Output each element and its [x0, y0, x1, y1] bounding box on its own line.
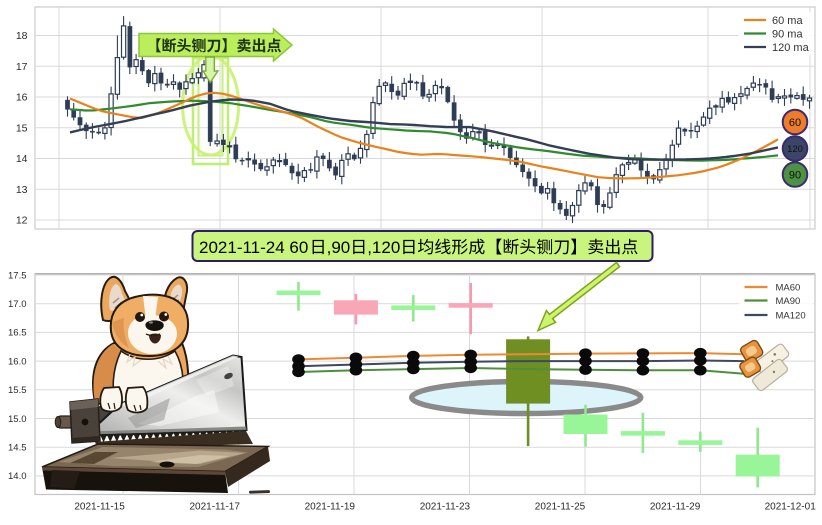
- svg-text:12: 12: [16, 215, 28, 227]
- svg-text:MA60: MA60: [776, 283, 801, 294]
- svg-text:13: 13: [16, 184, 28, 196]
- svg-text:17.0: 17.0: [8, 299, 27, 310]
- svg-text:2021-11-23: 2021-11-23: [420, 502, 471, 513]
- svg-text:16: 16: [16, 92, 28, 104]
- svg-text:16.0: 16.0: [8, 356, 27, 367]
- svg-text:17: 17: [16, 61, 28, 73]
- svg-text:15: 15: [16, 122, 28, 134]
- svg-text:2021-12-01: 2021-12-01: [765, 502, 817, 513]
- svg-text:2021-11-29: 2021-11-29: [650, 502, 701, 513]
- svg-text:18: 18: [16, 30, 28, 42]
- svg-text:120 ma: 120 ma: [772, 42, 810, 54]
- svg-text:15.0: 15.0: [8, 414, 27, 425]
- svg-text:60 ma: 60 ma: [772, 15, 803, 27]
- svg-text:90 ma: 90 ma: [772, 28, 803, 40]
- svg-text:14.0: 14.0: [8, 471, 27, 482]
- svg-text:14: 14: [16, 153, 28, 165]
- svg-text:15.5: 15.5: [8, 385, 27, 396]
- svg-text:,120: ,120: [367, 238, 400, 257]
- svg-text:2021-11-25: 2021-11-25: [535, 502, 586, 513]
- svg-text:16.5: 16.5: [8, 328, 27, 339]
- svg-text:14.5: 14.5: [8, 443, 27, 454]
- svg-text:2021-11-15: 2021-11-15: [74, 502, 125, 513]
- svg-text:MA120: MA120: [776, 311, 806, 322]
- svg-text:120: 120: [787, 144, 803, 155]
- svg-text:2021-11-19: 2021-11-19: [305, 502, 356, 513]
- svg-text:,90: ,90: [327, 238, 351, 257]
- svg-text:2021-11-24 60: 2021-11-24 60: [199, 238, 308, 257]
- svg-text:90: 90: [789, 169, 801, 181]
- svg-text:17.5: 17.5: [8, 270, 27, 281]
- svg-text:2021-11-17: 2021-11-17: [189, 502, 240, 513]
- svg-text:MA90: MA90: [776, 296, 801, 307]
- svg-text:60: 60: [789, 117, 801, 129]
